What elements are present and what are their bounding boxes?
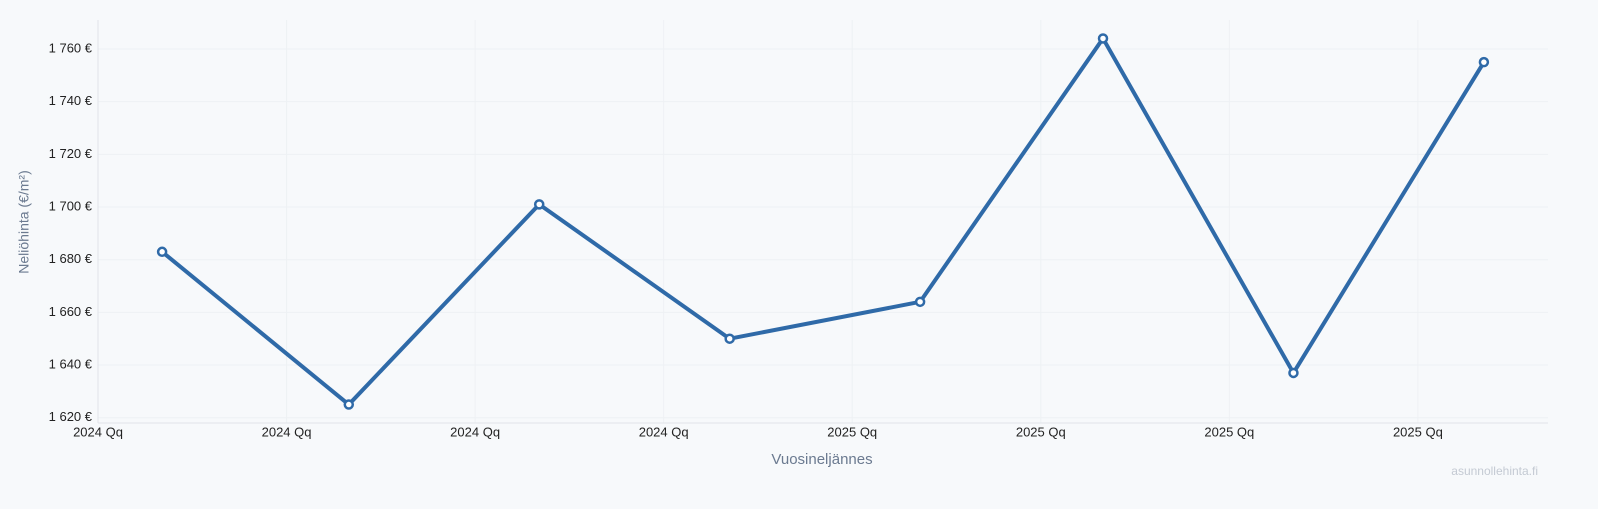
point: [156, 246, 168, 258]
y-axis-label: Neliöhinta (€/m²): [16, 170, 32, 273]
point: [533, 199, 545, 210]
x-tick-label: 2024 Qq: [73, 424, 123, 439]
point: [1288, 367, 1299, 379]
y-tick-label: 1 660 €: [49, 304, 93, 319]
y-tick-label: 1 620 €: [49, 409, 93, 424]
y-tick-label: 1 760 €: [49, 40, 93, 55]
y-tick-label: 1 700 €: [49, 198, 93, 213]
point: [343, 399, 355, 410]
point: [914, 296, 926, 308]
y-tick-label: 1 640 €: [49, 356, 93, 371]
y-tick-label: 1 680 €: [49, 251, 93, 266]
x-axis-label: Vuosineljännes: [771, 451, 872, 468]
line: [160, 36, 1486, 407]
point: [724, 333, 735, 344]
point: [1478, 56, 1490, 68]
point: [1097, 33, 1109, 44]
x-tick-label: 2024 Qq: [639, 424, 689, 439]
x-tick-label: 2025 Qq: [827, 424, 877, 439]
x-tick-label: 2025 Qq: [1016, 424, 1066, 439]
y-tick-label: 1 740 €: [49, 93, 93, 108]
x-tick-label: 2024 Qq: [450, 424, 500, 439]
x-tick-label: 2025 Qq: [1393, 424, 1443, 439]
watermark: asunnollehinta.fi: [1451, 464, 1538, 478]
x-tick-label: 2025 Qq: [1204, 424, 1254, 439]
x-tick-label: 2024 Qq: [262, 424, 312, 439]
y-tick-label: 1 720 €: [49, 146, 93, 161]
